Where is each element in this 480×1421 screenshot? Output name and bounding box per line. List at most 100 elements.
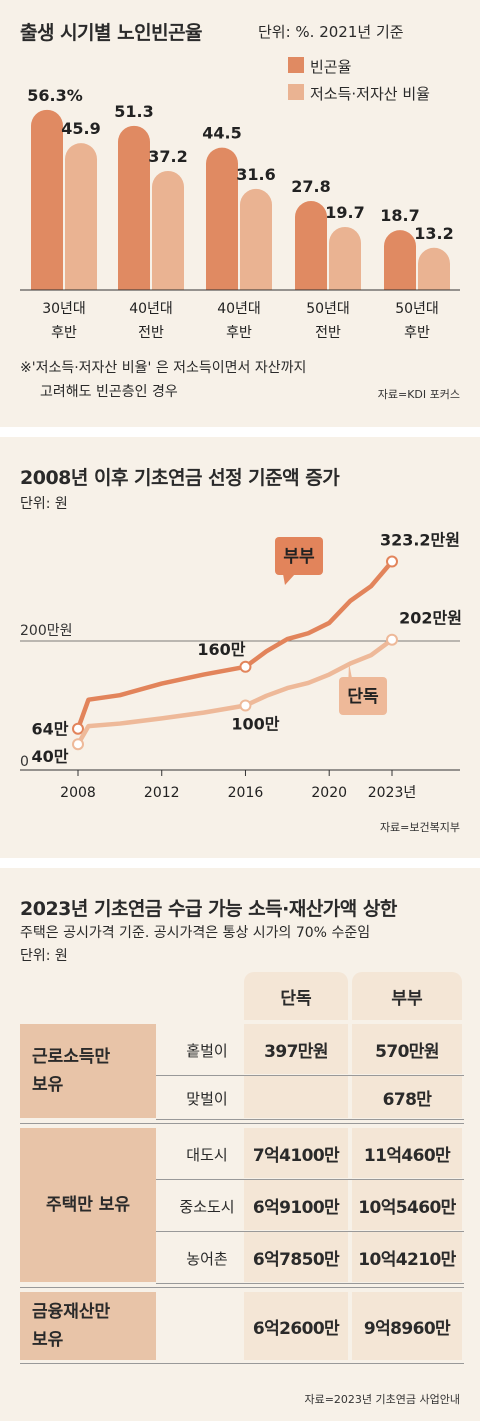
row-separator [156, 1119, 464, 1120]
chart1-source: 자료=KDI 포커스 [377, 388, 460, 401]
cell-single: 397만원 [244, 1024, 348, 1074]
x-category-label: 후반 [404, 325, 430, 341]
point-value-label: 323.2만원 [380, 531, 460, 550]
single-marker [386, 633, 398, 646]
chart3-subtitle: 주택은 공시가격 기준. 공시가격은 통상 시가의 70% 수준임 [20, 925, 371, 941]
bar-lowincome [418, 247, 450, 290]
cell-single: 6억7850만 [244, 1232, 348, 1282]
x-category-label: 50년대 [306, 301, 350, 317]
cell-couple: 10억4210만 [352, 1232, 462, 1282]
row-sublabel: 중소도시 [179, 1197, 235, 1216]
bar-poverty [206, 147, 238, 290]
bar-poverty [295, 201, 327, 290]
point-value-label: 160만 [197, 640, 245, 659]
x-tick-label: 2020 [311, 785, 347, 801]
bar-lowincome [329, 226, 361, 290]
bar-poverty [31, 109, 63, 290]
bar-value-label: 44.5 [202, 124, 241, 143]
x-tick-label: 2008 [60, 785, 96, 801]
y-zero-label: 0 [20, 754, 29, 770]
bar-lowincome [65, 143, 97, 290]
couple-marker [72, 722, 84, 735]
chart3-unit: 단위: 원 [20, 948, 68, 964]
chart1-unit: 단위: %. 2021년 기준 [258, 23, 404, 41]
row-separator [156, 1179, 464, 1180]
single-marker [72, 738, 84, 751]
cell-single: 6억2600만 [244, 1292, 348, 1360]
point-value-label: 40만 [32, 747, 69, 766]
x-category-label: 후반 [226, 325, 252, 341]
row-separator [156, 1283, 464, 1284]
bar-value-label: 13.2 [414, 224, 453, 243]
single-marker [239, 699, 252, 712]
row-group-label: 근로소득만 보유 [20, 1024, 156, 1118]
table-bottom-line [20, 1363, 464, 1364]
row-sublabel: 맞벌이 [186, 1089, 228, 1108]
legend-swatch-lowincome [288, 84, 304, 100]
x-category-label: 50년대 [395, 301, 439, 317]
section-divider [0, 427, 480, 437]
bar-value-label: 18.7 [380, 206, 419, 225]
col-header-single: 단독 [244, 972, 348, 1020]
bar-poverty [118, 125, 150, 290]
x-category-label: 전반 [315, 325, 341, 341]
point-value-label: 64만 [32, 720, 69, 739]
col-header-couple: 부부 [352, 972, 462, 1020]
x-tick-label: 2023년 [368, 785, 417, 801]
cell-single: 7억4100만 [244, 1128, 348, 1178]
cell-couple: 9억8960만 [352, 1292, 462, 1360]
bar-value-label: 56.3% [27, 86, 83, 105]
x-tick-label: 2012 [144, 785, 180, 801]
legend-label-lowincome: 저소득·저자산 비율 [310, 85, 430, 103]
bar-value-label: 51.3 [114, 102, 153, 121]
chart3-source: 자료=2023년 기초연금 사업안내 [304, 1393, 460, 1406]
cell-couple: 11억460만 [352, 1128, 462, 1178]
row-sublabel: 대도시 [186, 1145, 228, 1164]
row-sublabel: 홑벌이 [186, 1041, 228, 1060]
cell-single: 6억9100만 [244, 1180, 348, 1230]
couple-marker [386, 555, 398, 568]
x-category-label: 40년대 [129, 301, 173, 317]
couple-bubble-tail [283, 574, 295, 585]
section-divider [0, 858, 480, 868]
chart1-note-line1: ※'저소득·저자산 비율' 은 저소득이면서 자산까지 [20, 360, 307, 376]
cell-couple: 570만원 [352, 1024, 462, 1074]
couple-bubble-label: 부부 [283, 547, 315, 567]
chart2-unit: 단위: 원 [20, 496, 68, 512]
legend-swatch-poverty [288, 57, 304, 73]
point-value-label: 100만 [231, 715, 279, 734]
bar-value-label: 37.2 [148, 147, 187, 166]
single-line [75, 637, 395, 747]
couple-bubble [275, 537, 323, 575]
single-bubble-tail [347, 663, 359, 714]
bar-value-label: 27.8 [291, 177, 330, 196]
reference-line-label: 200만원 [20, 623, 72, 639]
cell-single [244, 1076, 348, 1118]
single-bubble-label: 단독 [347, 687, 379, 707]
chart3-title: 2023년 기초연금 수급 가능 소득·재산가액 상한 [20, 898, 397, 920]
bar-poverty [384, 230, 416, 290]
x-category-label: 전반 [138, 325, 164, 341]
group-separator [20, 1287, 464, 1288]
chart1-title: 출생 시기별 노인빈곤율 [20, 22, 203, 44]
cell-couple: 10억5460만 [352, 1180, 462, 1230]
chart2-title: 2008년 이후 기초연금 선정 기준액 증가 [20, 467, 340, 489]
row-sublabel: 농어촌 [186, 1249, 228, 1268]
chart2-line-chart: 200만원 0 2008 2012 2016 2020 2023년 64만 160만 323.2… [20, 531, 462, 801]
chart1-note-line2: 고려해도 빈곤층인 경우 [40, 384, 178, 400]
x-category-label: 40년대 [217, 301, 261, 317]
x-category-label: 30년대 [42, 301, 86, 317]
couple-line [75, 559, 395, 731]
bar-lowincome [240, 188, 272, 290]
legend-label-poverty: 빈곤율 [310, 58, 352, 76]
row-separator [156, 1075, 464, 1076]
bar-lowincome [152, 170, 184, 290]
chart2-source: 자료=보건복지부 [379, 821, 460, 834]
row-group-label: 금융재산만 보유 [20, 1292, 156, 1360]
row-group-label: 주택만 보유 [20, 1128, 156, 1282]
cell-couple: 678만 [352, 1076, 462, 1118]
x-category-label: 후반 [51, 325, 77, 341]
bar-value-label: 19.7 [325, 203, 364, 222]
point-value-label: 202만원 [399, 609, 462, 628]
